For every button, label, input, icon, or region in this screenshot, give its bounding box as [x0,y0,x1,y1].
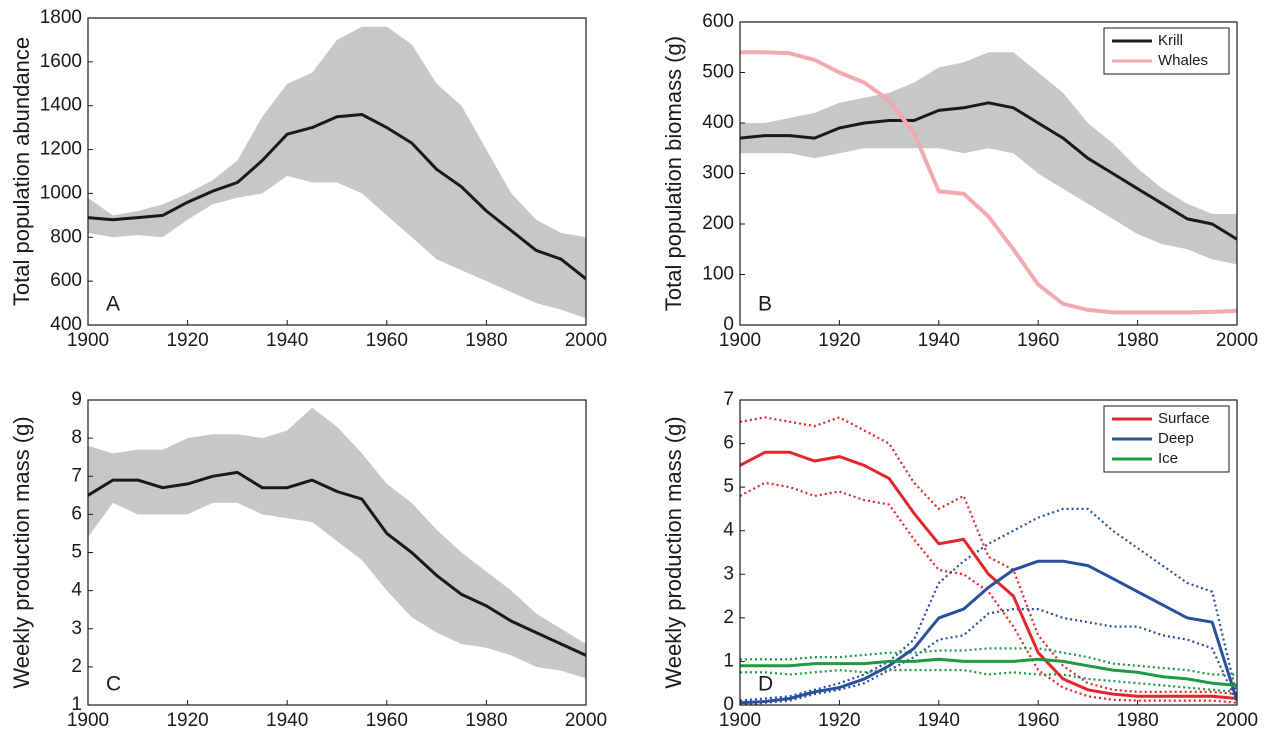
x-tick-label: 1940 [918,710,960,731]
y-tick-label: 7 [71,465,82,486]
y-tick-label: 0 [723,694,734,715]
y-tick-label: 1800 [40,7,82,28]
y-axis-label: Weekly production mass (g) [9,416,34,688]
x-tick-label: 1920 [818,330,860,351]
series-line [740,559,1237,705]
x-tick-label: 1940 [918,330,960,351]
x-tick-label: 1920 [166,330,208,351]
y-tick-label: 300 [702,163,734,184]
legend-label: Surface [1158,410,1210,427]
lower-bound-line [740,481,1237,704]
x-tick-label: 1960 [366,330,408,351]
x-tick-label: 2000 [565,330,607,351]
series-line [88,470,586,657]
plot-frame [739,399,1238,706]
y-tick-label: 800 [50,226,82,247]
legend-box [1103,27,1230,75]
x-tick-label: 1940 [266,330,308,351]
range-band [740,52,1237,265]
panel-letter: C [106,673,121,696]
y-tick-label: 8 [71,427,82,448]
series-line [740,657,1237,687]
x-tick-label: 1960 [1017,710,1059,731]
y-tick-label: 400 [702,112,734,133]
y-tick-label: 1 [723,650,734,671]
y-axis-label: Total population abundance [9,37,34,306]
y-axis-label: Total population biomass (g) [661,36,686,311]
panel-letter: A [106,293,120,316]
y-tick-label: 600 [702,11,734,32]
x-tick-label: 1920 [818,710,860,731]
y-tick-label: 1 [71,694,82,715]
upper-bound-line [740,507,1237,702]
y-tick-label: 1600 [40,51,82,72]
x-tick-label: 2000 [1216,710,1258,731]
y-tick-label: 6 [71,503,82,524]
legend: Krill Whales [1103,27,1230,75]
y-tick-label: 4 [71,580,82,601]
plot-area [740,50,1237,315]
y-tick-label: 1400 [40,95,82,116]
y-tick-label: 500 [702,62,734,83]
x-tick-label: 2000 [565,710,607,731]
legend-label: Ice [1158,450,1178,467]
panel: 1900 1920 1940 1960 1980 2000 1 2 3 4 5 6 7 8 9 Weekly … [9,389,607,731]
y-tick-label: 5 [723,476,734,497]
y-tick-label: 400 [50,314,82,335]
panel: 1900 1920 1940 1960 1980 2000 400 600 800 1000 120… [9,7,607,351]
panel-letter: B [758,293,772,316]
y-tick-label: 1000 [40,182,82,203]
series-line [740,450,1237,700]
x-tick-label: 1980 [1116,330,1158,351]
x-tick-label: 1900 [719,330,761,351]
x-tick-label: 1960 [366,710,408,731]
plot-area [88,407,586,679]
plot-area [88,26,586,319]
x-tick-label: 1960 [1017,330,1059,351]
panel-letter: D [758,673,773,696]
upper-bound-line [740,647,1237,676]
x-tick-label: 1980 [465,330,507,351]
y-tick-label: 3 [71,618,82,639]
y-tick-label: 100 [702,264,734,285]
x-tick-label: 1920 [166,710,208,731]
series-line [740,101,1237,241]
y-tick-label: 4 [723,520,734,541]
y-tick-label: 7 [723,389,734,410]
legend-label: Krill [1158,32,1183,49]
y-tick-label: 3 [723,563,734,584]
y-tick-label: 200 [702,213,734,234]
x-tick-label: 2000 [1216,330,1258,351]
legend-label: Whales [1158,52,1208,69]
range-band [88,26,586,319]
legend: Surface Deep Ice [1103,405,1230,473]
x-tick-label: 1940 [266,710,308,731]
y-tick-label: 2 [723,607,734,628]
y-tick-label: 600 [50,270,82,291]
y-tick-label: 9 [71,389,82,410]
panel: 1900 1920 1940 1960 1980 2000 0 100 200 300 400 500… [661,11,1258,351]
y-tick-label: 2 [71,656,82,677]
y-tick-label: 5 [71,542,82,563]
x-tick-label: 1900 [719,710,761,731]
plot-frame [87,17,587,326]
panel: 1900 1920 1940 1960 1980 2000 0 1 2 3 4 5 6 7 Weekly p… [661,389,1258,731]
plot-area [740,416,1237,705]
lower-bound-line [740,607,1237,705]
x-tick-label: 1980 [1116,710,1158,731]
series-line [740,50,1237,315]
y-axis-label: Weekly production mass (g) [661,416,686,688]
y-tick-label: 0 [723,314,734,335]
x-tick-label: 1900 [67,330,109,351]
x-tick-label: 1980 [465,710,507,731]
y-tick-label: 1200 [40,139,82,160]
lower-bound-line [740,668,1237,693]
range-band [88,407,586,679]
x-tick-label: 1900 [67,710,109,731]
y-tick-label: 6 [723,433,734,454]
legend-label: Deep [1158,430,1194,447]
series-line [88,113,586,281]
